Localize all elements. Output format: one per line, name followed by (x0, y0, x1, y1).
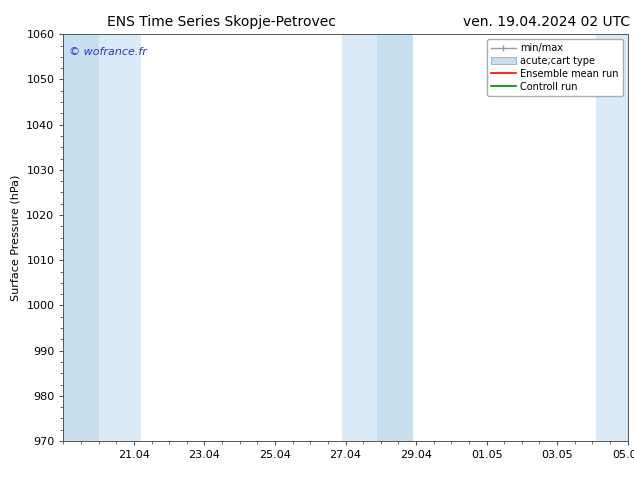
Text: ven. 19.04.2024 02 UTC: ven. 19.04.2024 02 UTC (463, 15, 630, 29)
Bar (99, 34, 141, 441)
Bar (342, 34, 377, 441)
Bar (596, 34, 628, 441)
Y-axis label: Surface Pressure (hPa): Surface Pressure (hPa) (11, 174, 21, 301)
Text: © wofrance.fr: © wofrance.fr (69, 47, 147, 56)
Bar (377, 34, 413, 441)
Text: ENS Time Series Skopje-Petrovec: ENS Time Series Skopje-Petrovec (107, 15, 337, 29)
Bar (63, 34, 99, 441)
Legend: min/max, acute;cart type, Ensemble mean run, Controll run: min/max, acute;cart type, Ensemble mean … (488, 39, 623, 96)
